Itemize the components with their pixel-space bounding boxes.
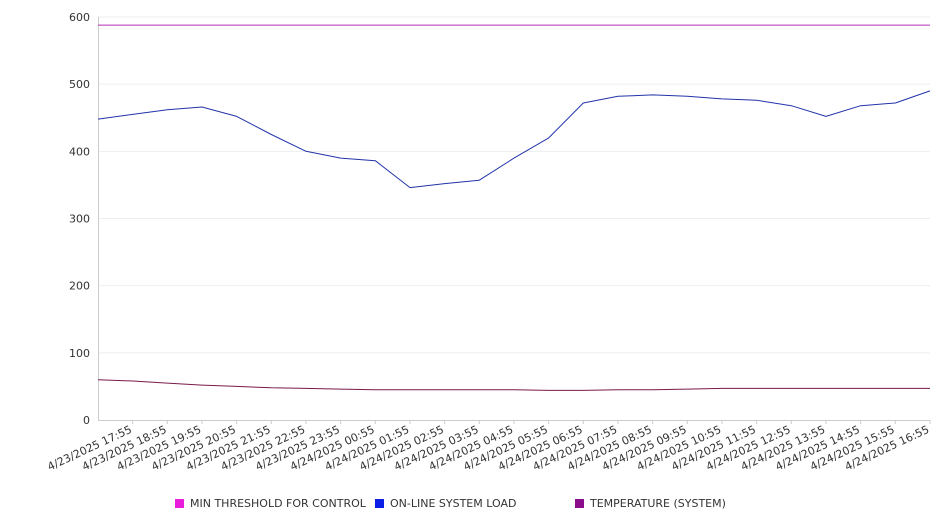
y-tick-label: 300 — [69, 213, 90, 226]
y-tick-label: 500 — [69, 78, 90, 91]
series-line-2 — [97, 379, 930, 391]
y-tick-label: 0 — [83, 414, 90, 427]
grid-lines — [98, 16, 930, 354]
y-axis-ticks: 0 100 200 300 400 500 600 — [69, 11, 90, 427]
legend: MIN THRESHOLD FOR CONTROL ON-LINE SYSTEM… — [0, 497, 946, 513]
legend-label-temperature: TEMPERATURE (SYSTEM) — [590, 497, 726, 510]
legend-item-temperature[interactable]: TEMPERATURE (SYSTEM) — [575, 497, 726, 510]
legend-item-min-threshold[interactable]: MIN THRESHOLD FOR CONTROL — [175, 497, 366, 510]
legend-swatch-system-load — [375, 499, 384, 508]
series-lines — [97, 24, 931, 391]
legend-item-system-load[interactable]: ON-LINE SYSTEM LOAD — [375, 497, 516, 510]
legend-swatch-min-threshold — [175, 499, 184, 508]
y-tick-label: 600 — [69, 11, 90, 24]
x-axis-ticks: 4/23/2025 17:554/23/2025 18:554/23/2025 … — [45, 420, 931, 473]
y-tick-label: 100 — [69, 347, 90, 360]
legend-label-min-threshold: MIN THRESHOLD FOR CONTROL — [190, 497, 366, 510]
series-line-1 — [97, 90, 931, 189]
y-tick-label: 200 — [69, 280, 90, 293]
y-tick-label: 400 — [69, 145, 90, 158]
legend-label-system-load: ON-LINE SYSTEM LOAD — [390, 497, 517, 510]
legend-swatch-temperature — [575, 499, 584, 508]
